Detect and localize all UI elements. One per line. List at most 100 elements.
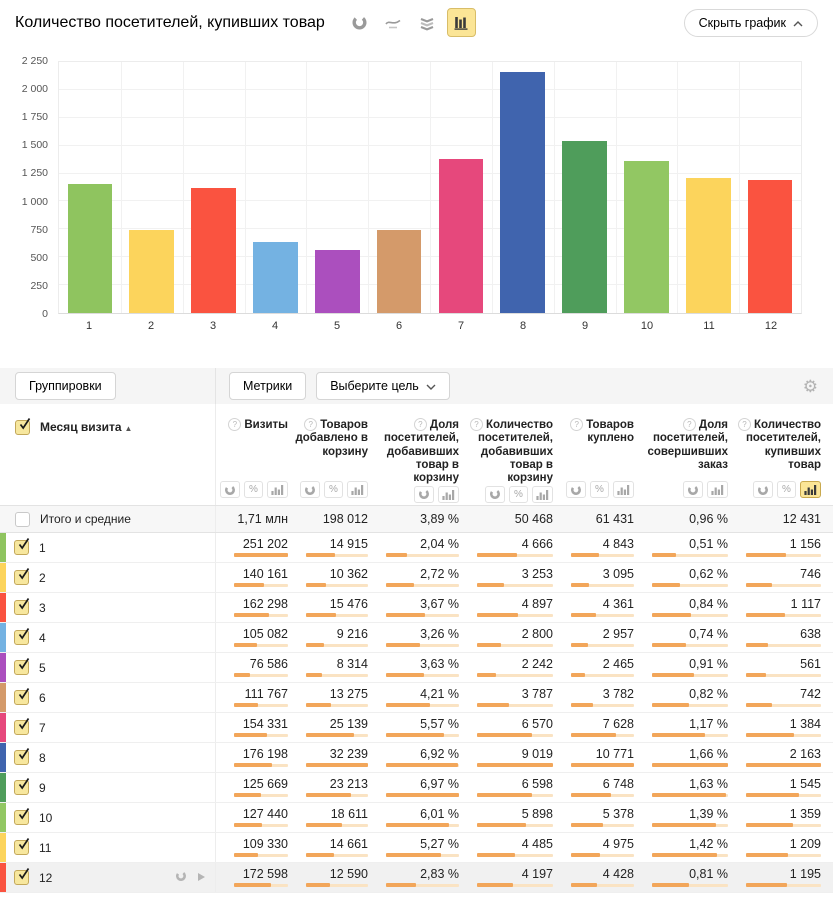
chart-bar[interactable] [191,188,236,313]
cell-meter-track [571,583,634,588]
row-label: 5 [39,660,46,675]
totals-cells: 1,71 млн 198 012 3,89 % 50 468 61 431 0,96 % 1… [215,506,821,532]
chart-bar[interactable] [129,229,174,313]
row-checkbox[interactable] [14,598,30,615]
table-row[interactable]: 5 76 586 8 314 3,63 % 2 242 2 465 0,91 % 561 [0,653,833,683]
table-row[interactable]: 3 162 298 15 476 3,67 % 4 897 4 361 0,84 % 1 11… [0,593,833,623]
metrics-button[interactable]: Метрики [229,372,307,400]
stacked-chart-type-icon[interactable] [413,8,442,37]
cell-meter-track [477,673,553,678]
cell-meter-track [477,643,553,648]
row-checkbox[interactable] [14,658,30,675]
chart-bar[interactable] [253,241,298,313]
gridline-v [677,62,679,313]
percent-toggle-icon[interactable]: % [324,481,343,498]
table-row[interactable]: 9 125 669 23 213 6,97 % 6 598 6 748 1,63 % 1 54… [0,773,833,803]
row-checkbox[interactable] [14,868,30,885]
chart-bar[interactable] [376,230,422,313]
x-tick-label: 4 [271,320,279,332]
bar-toggle-icon[interactable] [347,481,368,498]
pie-toggle-icon[interactable] [485,485,505,503]
pie-chart-type-icon[interactable] [345,8,374,37]
pie-toggle-icon[interactable] [753,481,773,498]
row-checkbox[interactable] [14,628,30,645]
row-checkbox[interactable] [14,838,30,855]
bar-toggle-icon[interactable] [800,481,821,498]
row-checkbox[interactable] [14,808,30,825]
groupings-button[interactable]: Группировки [15,372,116,400]
table-row[interactable]: 2 140 161 10 362 2,72 % 3 253 3 095 0,62 % 746 [0,563,833,593]
chart-bar[interactable] [438,158,484,313]
row-color-strip [0,773,6,802]
bar-toggle-icon[interactable] [438,485,459,503]
help-icon[interactable]: ? [737,418,751,431]
hide-chart-button[interactable]: Скрыть график [683,8,818,37]
metric-cell: 13 275 [288,683,368,712]
table-row[interactable]: 11 109 330 14 661 5,27 % 4 485 4 975 1,42 % 1 2… [0,833,833,863]
cell-meter-fill [746,583,772,588]
goal-select-button[interactable]: Выберите цель [316,372,450,400]
help-icon[interactable]: ? [469,418,483,431]
chart-bar[interactable] [500,71,545,313]
chart-bar[interactable] [67,184,113,313]
pie-toggle-icon[interactable] [220,481,240,498]
metric-cell: 4 197 [459,863,553,892]
chart-bar[interactable] [747,179,793,313]
totals-checkbox[interactable] [15,511,30,527]
row-checkbox[interactable] [14,568,30,585]
cell-meter-fill [571,883,597,888]
cell-meter-track [477,883,553,888]
gear-icon[interactable]: ⚙ [802,376,818,396]
bar-toggle-icon[interactable] [267,481,288,498]
percent-toggle-icon[interactable]: % [244,481,263,498]
cell-meter-fill [386,583,415,588]
table-toolbar: Группировки Метрики Выберите цель ⚙ [0,368,833,404]
table-row[interactable]: 10 127 440 18 611 6,01 % 5 898 5 378 1,39 % 1 3… [0,803,833,833]
table-row[interactable]: 8 176 198 32 239 6,92 % 9 019 10 771 1,66 % 2 1… [0,743,833,773]
bar-chart-type-icon[interactable] [446,8,476,37]
row-color-strip [0,533,6,562]
row-expand-icon[interactable] [196,871,206,885]
row-checkbox[interactable] [14,538,30,555]
row-pie-icon[interactable] [175,870,187,885]
table-row[interactable]: 7 154 331 25 139 5,57 % 6 570 7 628 1,17 % 1 38… [0,713,833,743]
row-color-strip [0,803,6,832]
row-label-cell: 2 [6,563,215,592]
totals-row: Итого и средние 1,71 млн 198 012 3,89 % 50 … [0,505,833,533]
bar-toggle-icon[interactable] [532,485,553,503]
row-checkbox[interactable] [14,718,30,735]
pie-toggle-icon[interactable] [566,481,586,498]
pie-toggle-icon[interactable] [414,485,434,503]
row-dimension-header[interactable]: Месяц визита ▲ [40,420,132,434]
chart-bar[interactable] [624,161,669,313]
cell-meter-fill [386,763,459,768]
gridline-v [615,62,617,313]
row-checkbox[interactable] [14,748,30,765]
percent-toggle-icon[interactable]: % [509,485,528,503]
metric-value: 1,42 % [689,836,728,851]
chart-bar[interactable] [314,250,360,313]
help-icon[interactable]: ? [413,418,427,431]
chart-bar[interactable] [685,178,731,313]
pie-toggle-icon[interactable] [300,481,320,498]
table-row[interactable]: 4 105 082 9 216 3,26 % 2 800 2 957 0,74 % 638 [0,623,833,653]
help-icon[interactable]: ? [304,418,318,431]
cell-meter-fill [652,763,728,768]
help-icon[interactable]: ? [682,418,696,431]
bar-toggle-icon[interactable] [613,481,634,498]
row-checkbox[interactable] [14,778,30,795]
line-chart-type-icon[interactable] [379,8,408,37]
metric-header: ? Товаров добавлено в корзину% [288,404,368,505]
table-row[interactable]: 6 111 767 13 275 4,21 % 3 787 3 782 0,82 % 742 [0,683,833,713]
chart-bar[interactable] [562,140,607,313]
table-row[interactable]: 1 251 202 14 915 2,04 % 4 666 4 843 0,51 % 1 15… [0,533,833,563]
bar-toggle-icon[interactable] [707,481,728,498]
table-row[interactable]: 12 172 598 12 590 2,83 % 4 197 4 428 0,81 % 1 1… [0,863,833,893]
select-all-checkbox[interactable] [15,418,31,435]
help-icon[interactable]: ? [570,418,584,431]
row-checkbox[interactable] [14,688,30,705]
pie-toggle-icon[interactable] [683,481,703,498]
percent-toggle-icon[interactable]: % [777,481,796,498]
percent-toggle-icon[interactable]: % [590,481,609,498]
help-icon[interactable]: ? [228,418,242,431]
